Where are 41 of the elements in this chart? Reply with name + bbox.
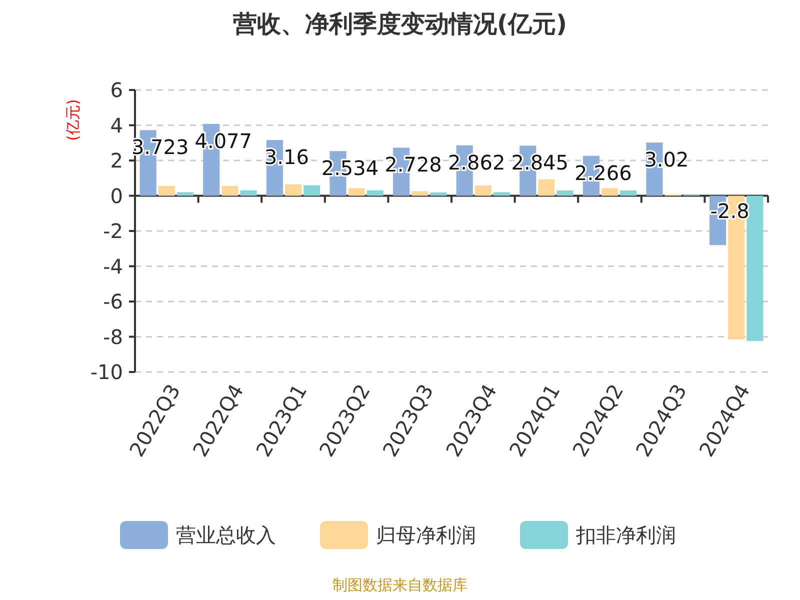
- y-tick-label: -2: [103, 219, 123, 243]
- y-tick-label: 0: [110, 184, 123, 208]
- bar: [240, 190, 257, 196]
- bar: [474, 185, 492, 196]
- bar: [284, 184, 302, 196]
- bar: [556, 190, 574, 196]
- bar: [430, 192, 447, 196]
- bar: [601, 188, 618, 196]
- legend-label: 营业总收入: [176, 523, 276, 547]
- y-tick-label: -8: [103, 324, 123, 349]
- data-label: -2.8: [710, 198, 750, 223]
- bar: [304, 185, 320, 196]
- bar: [538, 179, 555, 196]
- bar: [158, 186, 175, 196]
- bar: [493, 192, 510, 196]
- data-label: 2.266: [574, 160, 632, 185]
- y-tick-label: 2: [110, 148, 123, 172]
- bar: [222, 186, 238, 196]
- bar: [348, 188, 365, 196]
- data-label: 2.862: [448, 150, 506, 174]
- y-tick-label: -6: [103, 290, 123, 314]
- y-tick-label: 4: [110, 113, 123, 138]
- data-label: 3.02: [644, 148, 689, 172]
- legend-label: 扣非净利润: [575, 523, 676, 547]
- y-tick-label: -10: [90, 360, 123, 384]
- text: 制图数据来自数据库: [332, 576, 468, 594]
- bar: [176, 192, 194, 196]
- bar: [412, 191, 428, 196]
- chart-title: 营收、净利季度变动情况(亿元): [232, 10, 567, 38]
- data-label: 2.534: [321, 156, 379, 180]
- y-tick-label: -4: [103, 254, 123, 278]
- y-axis-title: (亿元): [64, 99, 82, 141]
- y-tick-label: 6: [110, 78, 123, 102]
- data-label: 2.728: [384, 152, 442, 177]
- data-label: 2.845: [511, 150, 569, 175]
- legend-label: 归母净利润: [376, 523, 476, 547]
- bar: [366, 190, 384, 196]
- bar: [620, 190, 637, 196]
- bar: [746, 196, 764, 341]
- data-label: 4.077: [194, 128, 252, 153]
- data-label: 3.16: [264, 145, 309, 170]
